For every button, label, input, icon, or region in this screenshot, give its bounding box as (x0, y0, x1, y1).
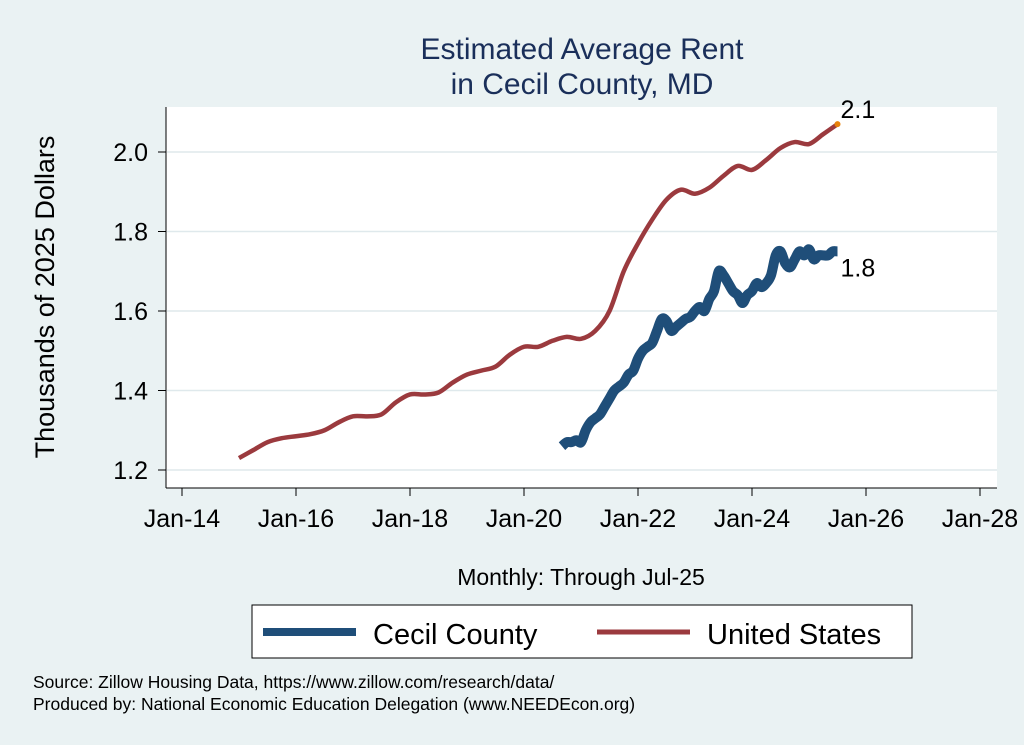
chart-title-line-1: Estimated Average Rent (421, 33, 745, 66)
end-labels: 1.8 2.1 (834, 96, 876, 282)
legend-box (251, 604, 913, 659)
legend-label-united-states: United States (707, 619, 881, 651)
x-tick-label-0: Jan-14 (144, 505, 221, 533)
x-tick-label-7: Jan-28 (942, 505, 1018, 533)
series-line-united-states (237, 122, 839, 461)
plot-area (166, 107, 997, 488)
y-tick-label-4: 2.0 (113, 139, 148, 167)
legend: Cecil County United States (251, 604, 913, 659)
y-tick-label-1: 1.4 (113, 378, 148, 406)
chart-title-line-2: in Cecil County, MD (451, 68, 714, 101)
x-tick-label-5: Jan-24 (714, 505, 791, 533)
y-tick-label-0: 1.2 (113, 457, 148, 485)
x-tick-label-6: Jan-26 (828, 505, 904, 533)
x-tick-label-2: Jan-18 (372, 505, 448, 533)
series-lines (237, 122, 839, 461)
x-tick-label-4: Jan-22 (600, 505, 676, 533)
legend-label-cecil-county: Cecil County (373, 619, 538, 651)
x-axis-title: Monthly: Through Jul-25 (457, 564, 705, 590)
series-line-cecil-county (558, 244, 838, 450)
producer-note: Produced by: National Economic Education… (33, 694, 635, 714)
end-marker-united-states (834, 121, 841, 128)
x-axis: Jan-14 Jan-16 Jan-18 Jan-20 Jan-22 Jan-24 Jan-… (144, 487, 1018, 533)
y-tick-label-2: 1.6 (113, 298, 148, 326)
gridlines (167, 151, 997, 471)
y-tick-label-3: 1.8 (113, 219, 148, 247)
end-label-cecil-county: 1.8 (841, 254, 876, 282)
x-tick-label-1: Jan-16 (258, 505, 334, 533)
source-note: Source: Zillow Housing Data, https://www… (33, 672, 554, 692)
x-tick-label-3: Jan-20 (486, 505, 562, 533)
y-axis: 1.2 1.4 1.6 1.8 2.0 (113, 107, 167, 488)
y-axis-title: Thousands of 2025 Dollars (30, 136, 60, 459)
end-label-united-states: 2.1 (841, 96, 876, 124)
